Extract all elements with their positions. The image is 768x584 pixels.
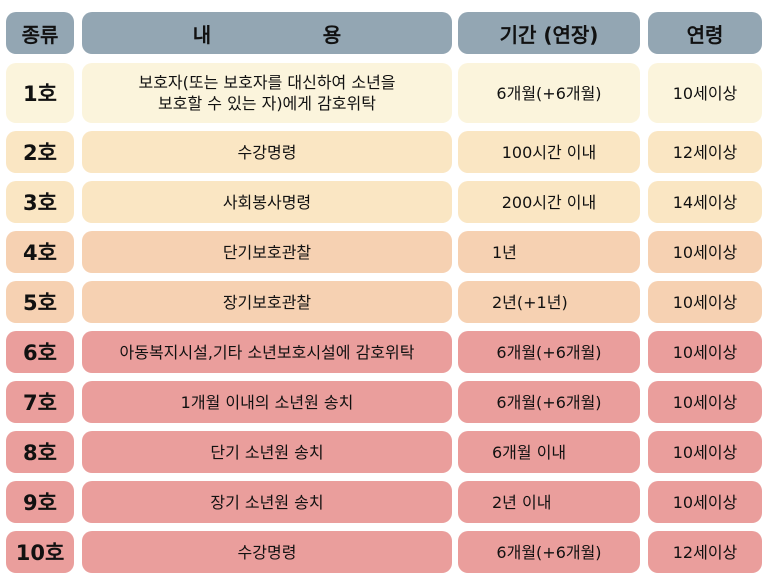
row-content-label: 아동복지시설,기타 소년보호시설에 감호위탁 [119,342,415,362]
header-content-right: 용 [322,22,342,47]
row-period: 1년 [458,231,640,273]
row-period: 6개월(+6개월) [458,331,640,373]
row-period: 6개월(+6개월) [458,63,640,123]
row-period-label: 6개월 이내 [492,442,567,462]
row-content-label: 장기보호관찰 [222,292,312,312]
row-type-label: 8호 [23,441,57,465]
row-type-label: 3호 [23,191,57,215]
row-content: 아동복지시설,기타 소년보호시설에 감호위탁 [82,331,452,373]
row-content: 보호자(또는 보호자를 대신하여 소년을 보호할 수 있는 자)에게 감호위탁 [82,63,452,123]
header-period-label: 기간 (연장) [499,22,599,47]
row-age-label: 10세이상 [672,392,738,412]
row-age-label: 10세이상 [672,442,738,462]
header-type: 종류 [6,12,74,54]
row-content-line2: 보호할 수 있는 자)에게 감호위탁 [158,94,376,113]
row-age-label: 14세이상 [672,192,738,212]
row-period-label: 100시간 이내 [501,142,597,162]
row-period: 6개월 이내 [458,431,640,473]
row-period-label: 2년(+1년) [492,292,568,312]
row-type: 9호 [6,481,74,523]
row-type-label: 5호 [23,291,57,315]
row-age-label: 10세이상 [672,342,738,362]
row-age: 12세이상 [648,131,762,173]
row-period-label: 200시간 이내 [501,192,597,212]
row-type-label: 2호 [23,141,57,165]
header-content-left: 내 [192,22,212,47]
row-type-label: 9호 [23,491,57,515]
row-period-label: 2년 이내 [492,492,552,512]
row-type: 8호 [6,431,74,473]
row-content: 단기 소년원 송치 [82,431,452,473]
row-content-label: 단기보호관찰 [222,242,312,262]
row-type: 5호 [6,281,74,323]
row-age: 10세이상 [648,431,762,473]
row-type: 3호 [6,181,74,223]
row-content-label: 단기 소년원 송치 [210,442,324,462]
row-content: 1개월 이내의 소년원 송치 [82,381,452,423]
row-age: 10세이상 [648,281,762,323]
row-period: 200시간 이내 [458,181,640,223]
row-period-label: 6개월(+6개월) [496,342,602,362]
row-type: 6호 [6,331,74,373]
header-period: 기간 (연장) [458,12,640,54]
row-period: 6개월(+6개월) [458,381,640,423]
row-age: 10세이상 [648,381,762,423]
row-content: 수강명령 [82,131,452,173]
header-age-label: 연령 [686,22,724,47]
row-period-label: 6개월(+6개월) [496,83,602,103]
header-content: 내 용 [82,12,452,54]
row-period-label: 1년 [492,242,517,262]
header-type-label: 종류 [21,22,59,47]
row-age-label: 12세이상 [672,142,738,162]
row-type: 10호 [6,531,74,573]
row-content: 수강명령 [82,531,452,573]
row-content-line1: 보호자(또는 보호자를 대신하여 소년을 [138,73,396,92]
header-age: 연령 [648,12,762,54]
row-period-label: 6개월(+6개월) [496,392,602,412]
row-age: 10세이상 [648,481,762,523]
row-period: 6개월(+6개월) [458,531,640,573]
row-content: 장기보호관찰 [82,281,452,323]
row-age-label: 10세이상 [672,83,738,103]
row-type: 4호 [6,231,74,273]
row-age: 10세이상 [648,331,762,373]
row-type: 7호 [6,381,74,423]
row-period: 100시간 이내 [458,131,640,173]
row-age: 10세이상 [648,231,762,273]
row-content: 사회봉사명령 [82,181,452,223]
row-content-label: 1개월 이내의 소년원 송치 [180,392,354,412]
row-type-label: 10호 [15,541,65,565]
row-period: 2년(+1년) [458,281,640,323]
row-period-label: 6개월(+6개월) [496,542,602,562]
row-type: 2호 [6,131,74,173]
row-type-label: 7호 [23,391,57,415]
row-period: 2년 이내 [458,481,640,523]
row-content: 단기보호관찰 [82,231,452,273]
row-content-label: 수강명령 [237,142,297,162]
row-type-label: 6호 [23,341,57,365]
row-age: 12세이상 [648,531,762,573]
row-age: 14세이상 [648,181,762,223]
row-age-label: 10세이상 [672,242,738,262]
row-content: 장기 소년원 송치 [82,481,452,523]
row-age-label: 10세이상 [672,492,738,512]
row-content-label: 장기 소년원 송치 [210,492,324,512]
row-content-label: 사회봉사명령 [222,192,312,212]
row-type: 1호 [6,63,74,123]
row-content-label: 수강명령 [237,542,297,562]
row-age-label: 12세이상 [672,542,738,562]
row-type-label: 4호 [23,241,57,265]
row-age-label: 10세이상 [672,292,738,312]
row-type-label: 1호 [23,82,57,106]
row-age: 10세이상 [648,63,762,123]
